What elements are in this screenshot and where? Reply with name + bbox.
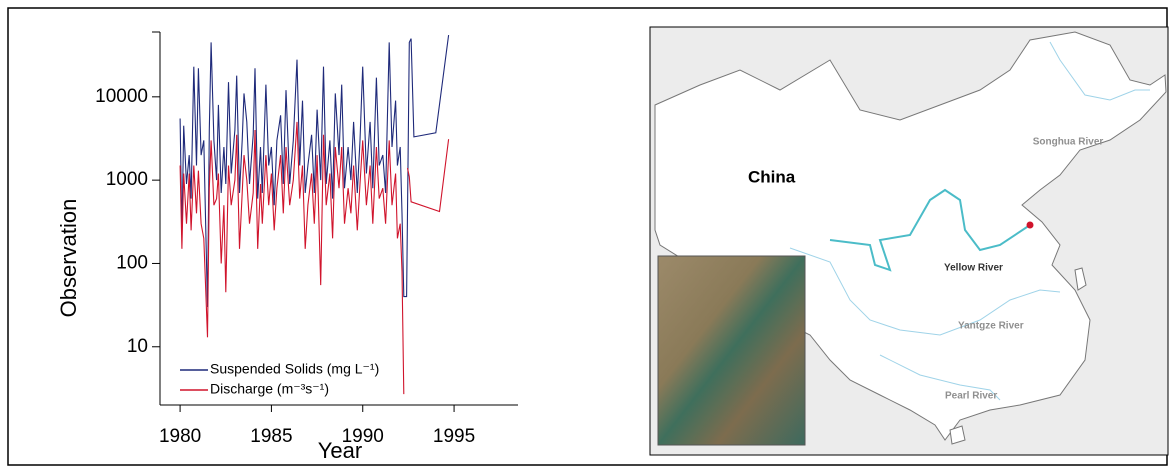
yellow-river-line	[829, 188, 1031, 272]
legend-label: Suspended Solids (mg L⁻¹)	[210, 361, 379, 377]
x-tick-label: 1990	[342, 426, 384, 447]
yangtze-river-line	[789, 247, 1061, 336]
river-label: Songhua River	[1033, 137, 1104, 148]
pearl-river-line	[879, 354, 1001, 401]
river-label: Pearl River	[945, 391, 997, 402]
river-label: Yantgze River	[958, 321, 1024, 332]
islands	[949, 267, 1087, 445]
x-tick-label: 1985	[250, 426, 292, 447]
map: China Songhua River Yellow River Yantgze…	[649, 26, 1169, 456]
y-tick-label: 10000	[95, 86, 148, 107]
x-tick-label: 1995	[433, 426, 475, 447]
x-axis-label: Year	[318, 438, 362, 463]
y-tick-label: 10	[127, 336, 148, 357]
river-label: Yellow River	[944, 263, 1003, 274]
y-tick-label: 1000	[106, 169, 148, 190]
x-tick-label: 1980	[159, 426, 201, 447]
satellite-inset	[657, 255, 806, 446]
data-line	[179, 121, 450, 395]
chart: Observation Year 10 100 1000 10000 1980 1985 1…	[56, 31, 518, 463]
legend-label: Discharge (m⁻³s⁻¹)	[210, 381, 329, 397]
y-axis-label: Observation	[56, 199, 81, 318]
songhua-river-line	[1049, 41, 1150, 101]
country-label: China	[748, 167, 796, 186]
data-line	[179, 35, 450, 308]
river-mouth-marker	[1026, 221, 1034, 229]
y-tick-label: 100	[116, 252, 148, 273]
china-outline	[654, 31, 1167, 441]
